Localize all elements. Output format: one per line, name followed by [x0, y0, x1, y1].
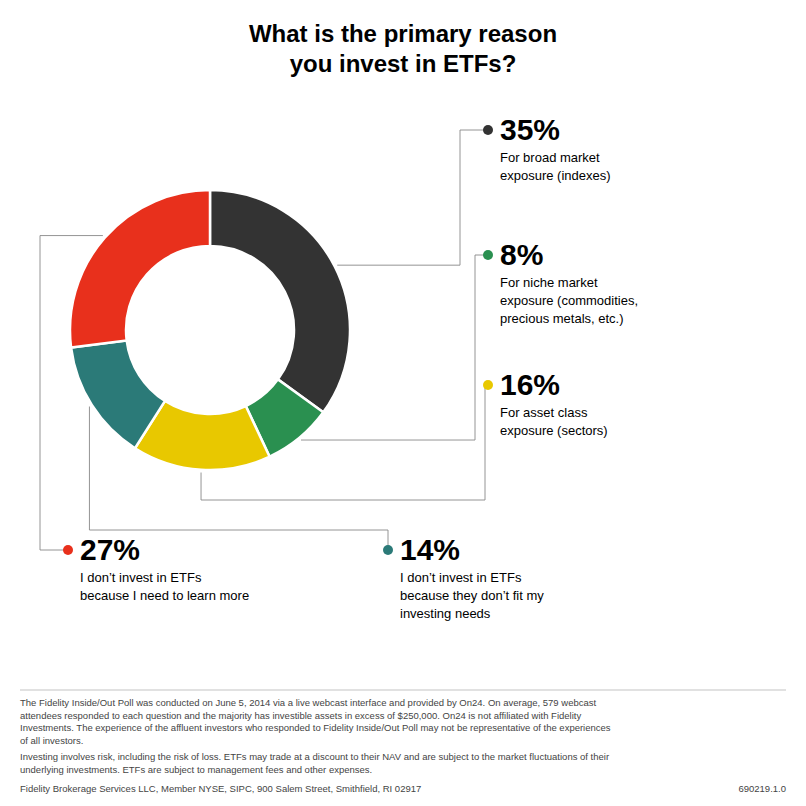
category-label: For niche market exposure (commodities, pr… — [500, 275, 638, 326]
donut-slice — [210, 190, 350, 412]
leader-line — [89, 407, 388, 550]
data-label: 16% — [500, 368, 560, 401]
text-line: 690219.1.0 — [738, 783, 786, 794]
text-line: I don’t invest in ETFs — [80, 570, 202, 585]
text-line: For asset class — [500, 405, 588, 420]
label-dot — [483, 125, 493, 135]
data-label: 27% — [80, 533, 140, 566]
label-dot — [63, 545, 73, 555]
category-label: I don’t invest in ETFs because they don’t… — [400, 570, 544, 621]
label-dot — [383, 545, 393, 555]
text-line: exposure (commodities, — [500, 293, 638, 308]
text-line: exposure (sectors) — [500, 423, 608, 438]
footnote: The Fidelity Inside/Out Poll was conduct… — [20, 697, 611, 746]
footnote: 690219.1.0 — [738, 783, 786, 794]
label-dot — [483, 250, 493, 260]
text-line: The Fidelity Inside/Out Poll was conduct… — [20, 697, 597, 708]
text-line: investing needs — [400, 606, 491, 621]
leader-line — [201, 385, 488, 500]
text-line: underlying investments. ETFs are subject… — [20, 764, 372, 775]
text-line: For broad market — [500, 150, 600, 165]
text-line: of all investors. — [20, 735, 83, 746]
background — [0, 0, 806, 806]
footnote: Investing involves risk, including the r… — [20, 751, 609, 775]
text-line: attendees responded to each question and… — [20, 710, 581, 721]
text-line: you invest in ETFs? — [290, 50, 517, 77]
text-line: precious metals, etc.) — [500, 311, 624, 326]
separator — [20, 690, 786, 691]
leader-line — [337, 130, 488, 265]
category-label: For broad market exposure (indexes) — [500, 150, 611, 183]
text-line: What is the primary reason — [249, 20, 557, 47]
category-label: For asset class exposure (sectors) — [500, 405, 608, 438]
title: What is the primary reason you invest in … — [249, 20, 557, 77]
donut — [70, 190, 350, 470]
text-line: exposure (indexes) — [500, 168, 611, 183]
text-line: Investing involves risk, including the r… — [20, 751, 609, 762]
leader-line — [301, 255, 488, 440]
data-label: 8% — [500, 238, 543, 271]
text-line: For niche market — [500, 275, 598, 290]
data-label: 14% — [400, 533, 460, 566]
text-line: Investments. The experience of the afflu… — [20, 722, 611, 733]
text-line: because they don’t fit my — [400, 588, 544, 603]
leader-line — [40, 236, 103, 550]
footnote: Fidelity Brokerage Services LLC, Member … — [20, 783, 421, 794]
category-label: I don’t invest in ETFs because I need to … — [80, 570, 249, 603]
footnotes: The Fidelity Inside/Out Poll was conduct… — [20, 690, 786, 794]
chart: What is the primary reason you invest in … — [0, 0, 806, 806]
slice-labels: 35% For broad market exposure (indexes) 8% F… — [40, 113, 638, 621]
donut-slice — [71, 341, 165, 449]
label-dot — [483, 380, 493, 390]
text-line: I don’t invest in ETFs — [400, 570, 522, 585]
data-label: 35% — [500, 113, 560, 146]
chart-container: What is the primary reason you invest in … — [0, 0, 806, 806]
text-line: Fidelity Brokerage Services LLC, Member … — [20, 783, 421, 794]
donut-slice — [70, 190, 210, 348]
text-line: because I need to learn more — [80, 588, 249, 603]
